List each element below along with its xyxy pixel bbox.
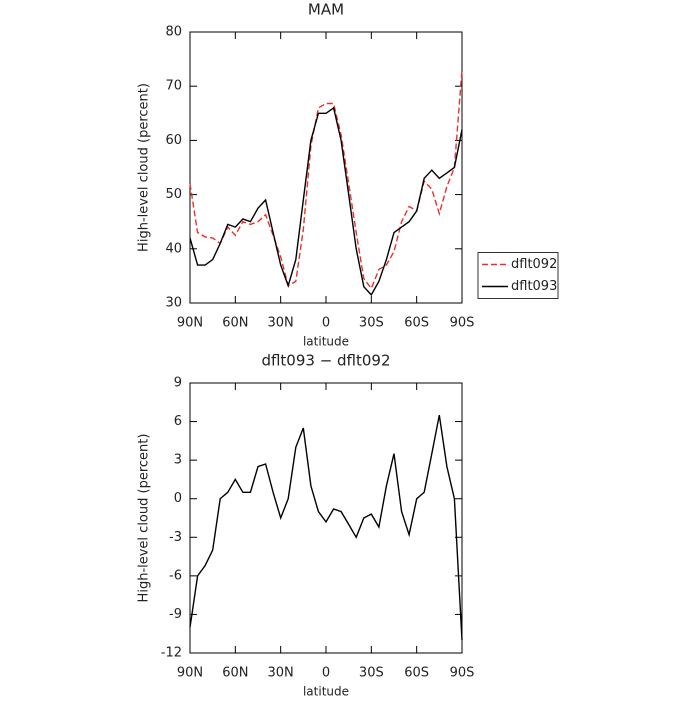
x-tick-label: 90N xyxy=(177,666,203,681)
y-tick-label: 70 xyxy=(165,79,182,94)
legend-label: dflt093 xyxy=(511,279,557,294)
x-tick-label: 90S xyxy=(450,316,475,331)
y-tick-label: -9 xyxy=(169,607,182,622)
x-tick-label: 60S xyxy=(404,666,429,681)
x-tick-label: 90S xyxy=(450,666,475,681)
x-axis-label: latitude xyxy=(303,685,349,699)
chart-title: dflt093 − dflt092 xyxy=(261,352,390,370)
y-tick-label: 9 xyxy=(174,376,182,391)
y-tick-label: 0 xyxy=(174,491,182,506)
x-axis-label: latitude xyxy=(303,335,349,349)
x-tick-label: 60N xyxy=(222,666,248,681)
y-tick-label: 6 xyxy=(174,414,182,429)
y-tick-label: 60 xyxy=(165,133,182,148)
y-tick-label: -3 xyxy=(169,530,182,545)
x-tick-label: 90N xyxy=(177,316,203,331)
x-tick-label: 30N xyxy=(268,316,294,331)
x-tick-label: 60N xyxy=(222,316,248,331)
x-tick-label: 30N xyxy=(268,666,294,681)
y-axis-label: High-level cloud (percent) xyxy=(137,83,152,252)
x-tick-label: 0 xyxy=(322,666,330,681)
x-tick-label: 60S xyxy=(404,316,429,331)
chart-title: MAM xyxy=(308,1,344,19)
y-tick-label: 50 xyxy=(165,187,182,202)
y-tick-label: -6 xyxy=(169,568,182,583)
plot-frame xyxy=(189,31,463,304)
y-tick-label: 80 xyxy=(165,25,182,40)
y-tick-label: 3 xyxy=(174,453,182,468)
x-tick-label: 30S xyxy=(359,666,384,681)
y-axis-label: High-level cloud (percent) xyxy=(137,434,152,603)
data-line xyxy=(189,69,463,290)
y-tick-label: 30 xyxy=(165,296,182,311)
x-tick-label: 30S xyxy=(359,316,384,331)
plot-frame xyxy=(189,382,463,654)
x-tick-label: 0 xyxy=(322,316,330,331)
legend-label: dflt092 xyxy=(511,257,557,272)
y-tick-label: 40 xyxy=(165,241,182,256)
data-line xyxy=(189,106,463,297)
y-tick-label: -12 xyxy=(161,646,182,661)
legend-box xyxy=(477,252,559,299)
data-line xyxy=(189,414,463,641)
